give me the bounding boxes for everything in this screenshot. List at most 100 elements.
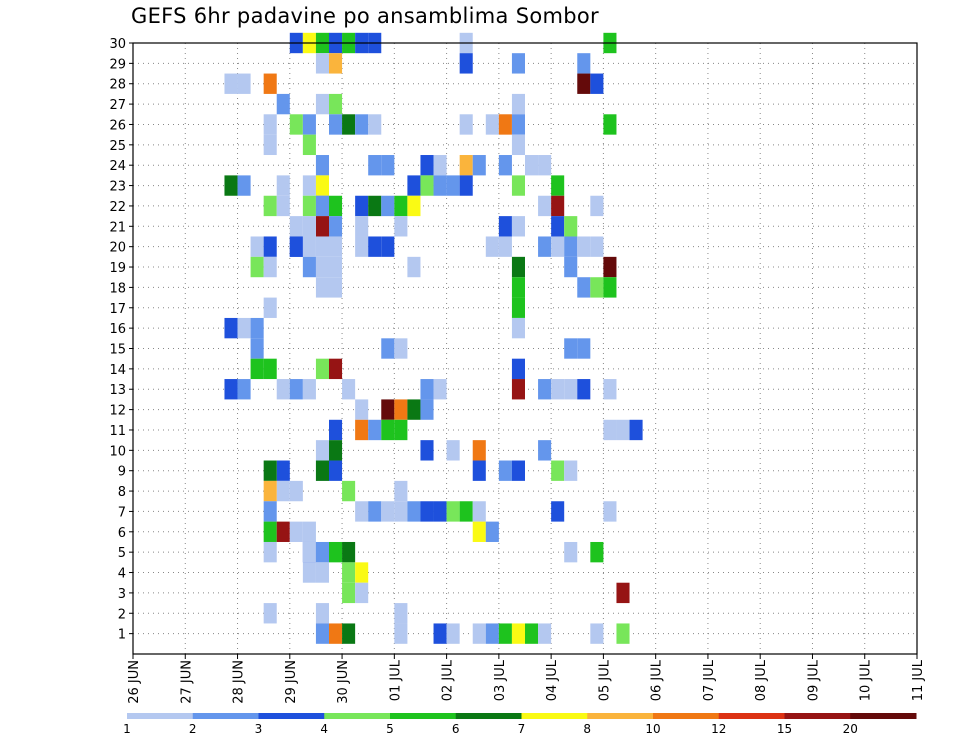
heatmap-cell xyxy=(342,541,356,563)
y-tick-label: 5 xyxy=(118,546,126,561)
heatmap-cell xyxy=(459,53,473,74)
x-tick-label: 07 JUL xyxy=(702,659,717,701)
heatmap-cell xyxy=(603,277,617,298)
legend-label: 10 xyxy=(645,722,660,736)
heatmap-cell xyxy=(472,440,486,461)
heatmap-cell xyxy=(538,236,552,257)
x-tick-label: 03 JUL xyxy=(493,659,508,701)
heatmap-cell xyxy=(511,623,525,644)
heatmap-cell xyxy=(250,256,264,278)
heatmap-cell xyxy=(368,419,382,441)
heatmap-cell xyxy=(511,53,525,74)
heatmap-cell xyxy=(250,358,264,380)
heatmap-cell xyxy=(263,256,277,278)
heatmap-cell xyxy=(315,216,329,237)
heatmap-cell xyxy=(629,419,643,441)
heatmap-cell xyxy=(381,419,395,441)
x-tick-label: 05 JUL xyxy=(597,659,612,701)
heatmap-cell xyxy=(498,460,512,481)
y-tick-label: 13 xyxy=(109,383,126,398)
heatmap-cell xyxy=(368,114,382,135)
heatmap-cell xyxy=(250,236,264,257)
legend-label: 6 xyxy=(452,722,460,736)
heatmap-cell xyxy=(394,480,408,502)
heatmap-cell xyxy=(355,236,369,257)
heatmap-cell xyxy=(342,562,356,583)
heatmap-cell xyxy=(250,338,264,359)
legend-label: 2 xyxy=(189,722,197,736)
heatmap-cell xyxy=(551,175,565,196)
heatmap-cell xyxy=(511,358,525,380)
heatmap-cell xyxy=(263,73,277,94)
heatmap-cell xyxy=(394,338,408,359)
heatmap-cell xyxy=(237,379,251,400)
heatmap-cell xyxy=(381,155,395,176)
heatmap-cell xyxy=(564,256,578,278)
heatmap-cell xyxy=(511,256,525,278)
heatmap-cell xyxy=(590,623,604,644)
heatmap-cell xyxy=(315,460,329,481)
heatmap-cell xyxy=(551,379,565,400)
legend-swatch xyxy=(521,713,588,719)
heatmap-cell xyxy=(329,277,343,298)
heatmap-cell xyxy=(263,195,277,217)
heatmap-cell xyxy=(603,419,617,441)
heatmap-cell xyxy=(250,317,264,339)
heatmap-cell xyxy=(329,114,343,135)
heatmap-cell xyxy=(538,195,552,217)
heatmap-cell xyxy=(485,521,499,542)
y-tick-label: 30 xyxy=(109,37,126,52)
heatmap-cell xyxy=(329,236,343,257)
heatmap-cell xyxy=(603,256,617,278)
heatmap-cell xyxy=(368,195,382,217)
y-tick-label: 14 xyxy=(109,363,126,378)
y-tick-label: 26 xyxy=(109,118,126,133)
heatmap-cell xyxy=(315,277,329,298)
heatmap-cell xyxy=(315,93,329,115)
heatmap-cell xyxy=(368,501,382,522)
heatmap-cell xyxy=(420,399,434,420)
heatmap-cell xyxy=(302,256,316,278)
heatmap-cell xyxy=(433,175,447,196)
y-tick-label: 6 xyxy=(118,526,126,541)
y-tick-label: 21 xyxy=(109,220,126,235)
heatmap-cell xyxy=(224,317,238,339)
heatmap-cell xyxy=(329,419,343,441)
heatmap-cell xyxy=(564,236,578,257)
x-tick-label: 11 JUL xyxy=(911,659,926,701)
heatmap-cell xyxy=(263,358,277,380)
heatmap-cell xyxy=(498,114,512,135)
heatmap-cell xyxy=(329,53,343,74)
heatmap-cell xyxy=(564,216,578,237)
heatmap-cell xyxy=(263,521,277,542)
y-tick-label: 18 xyxy=(109,281,126,296)
legend-swatch xyxy=(192,713,259,719)
heatmap-cell xyxy=(315,256,329,278)
legend-swatch xyxy=(258,713,325,719)
heatmap-cell xyxy=(315,155,329,176)
heatmap-cell xyxy=(342,480,356,502)
heatmap-cell xyxy=(315,623,329,644)
heatmap-cell xyxy=(276,195,290,217)
heatmap-cell xyxy=(577,236,591,257)
x-tick-label: 01 JUL xyxy=(388,659,403,701)
heatmap-cell xyxy=(394,623,408,644)
heatmap-cell xyxy=(302,216,316,237)
heatmap-cell xyxy=(485,114,499,135)
heatmap-cell xyxy=(525,155,539,176)
heatmap-cell xyxy=(329,541,343,563)
heatmap-cell xyxy=(551,501,565,522)
x-tick-label: 04 JUL xyxy=(545,659,560,701)
heatmap-cell xyxy=(263,480,277,502)
heatmap-cell xyxy=(407,256,421,278)
heatmap-cell xyxy=(577,379,591,400)
heatmap-cell xyxy=(538,623,552,644)
heatmap-cell xyxy=(433,623,447,644)
x-tick-label: 10 JUL xyxy=(859,659,874,701)
legend-swatch xyxy=(850,713,917,719)
heatmap-cell xyxy=(381,236,395,257)
y-tick-label: 20 xyxy=(109,241,126,256)
heatmap-cell xyxy=(329,440,343,461)
y-tick-label: 3 xyxy=(118,587,126,602)
x-tick-label: 27 JUN xyxy=(179,660,194,704)
